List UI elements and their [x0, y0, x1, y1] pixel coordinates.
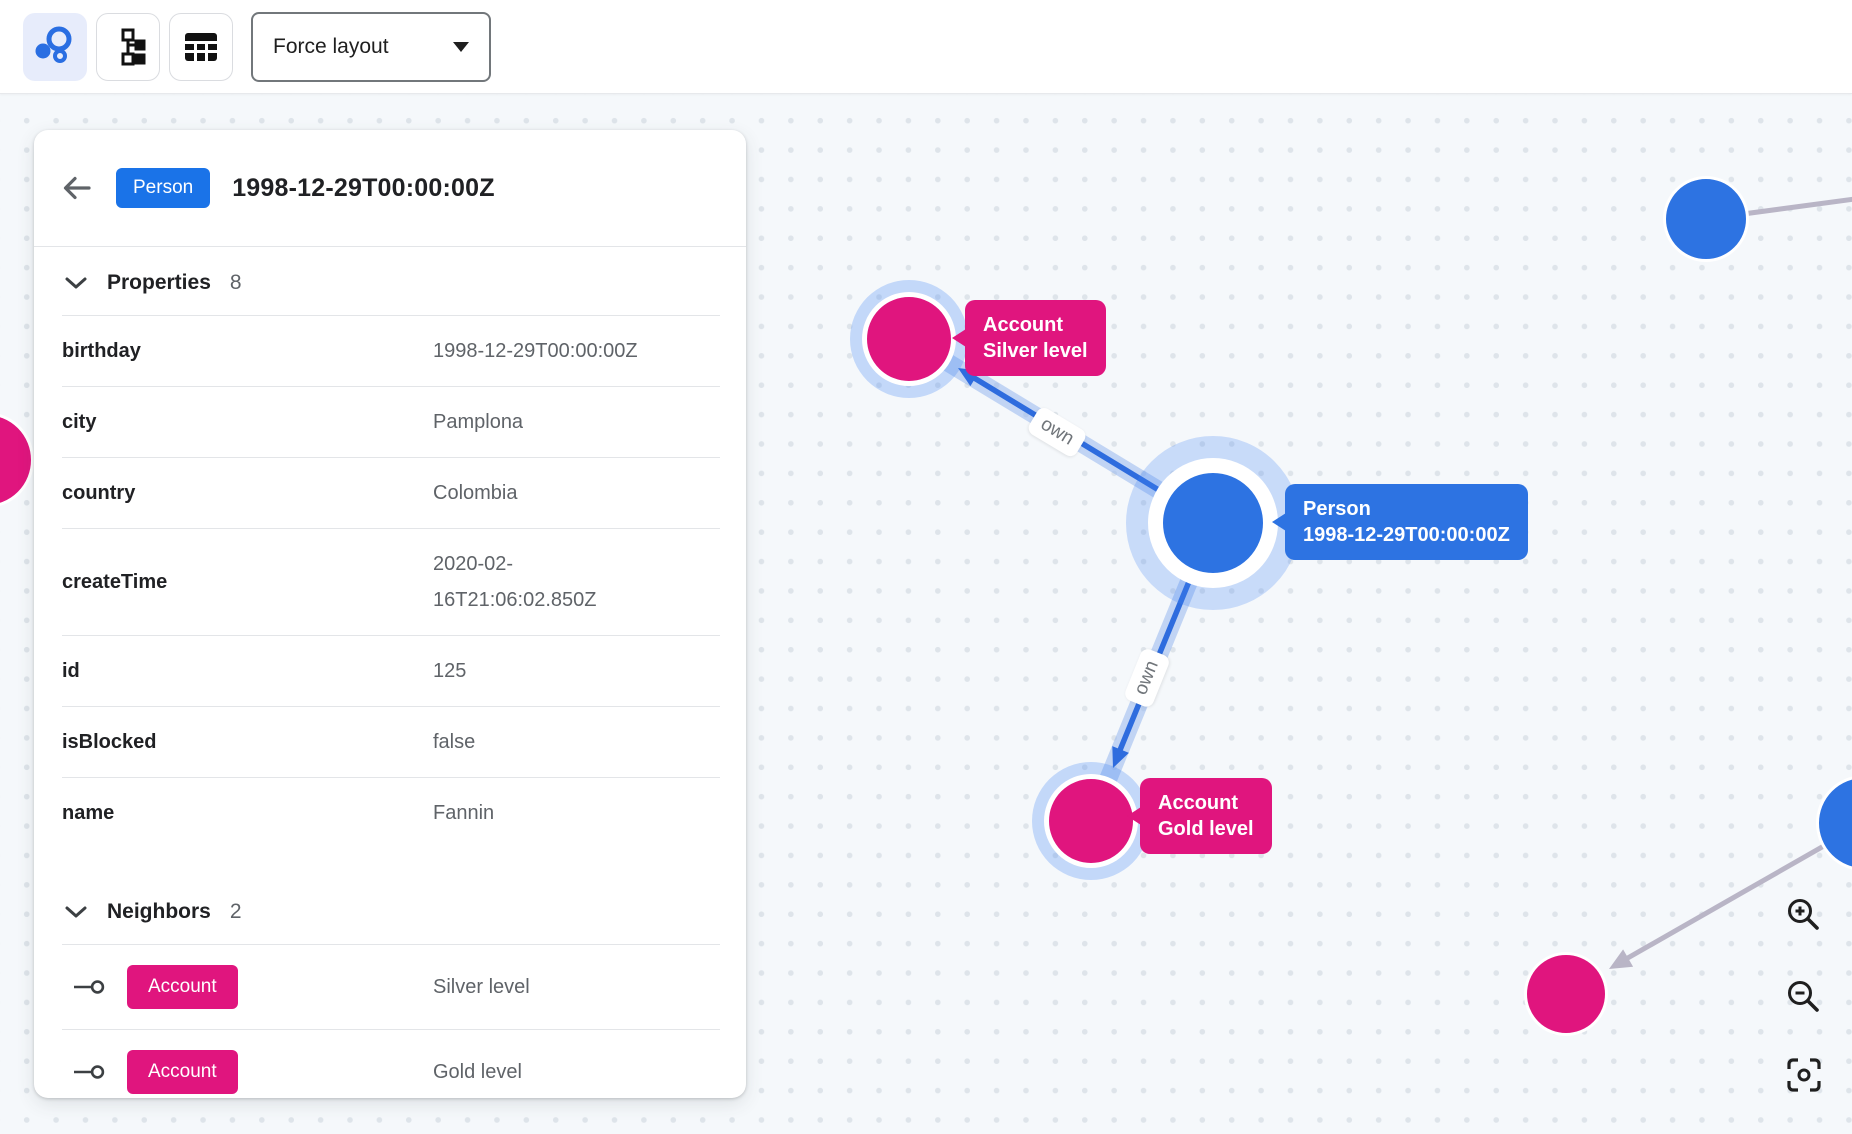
tooltip-line1: Person — [1303, 498, 1371, 520]
layout-selector[interactable]: Force layout — [251, 11, 491, 82]
property-row: city Pamplona — [62, 386, 720, 457]
zoom-in-icon — [1784, 895, 1824, 935]
neighbors-section: Neighbors 2 Account — [34, 890, 746, 1114]
property-key: city — [62, 411, 97, 433]
neighbor-left: Account — [62, 965, 433, 1009]
property-key: isBlocked — [62, 731, 157, 753]
tooltip-line2: Gold level — [1158, 818, 1254, 840]
property-key: country — [62, 482, 136, 504]
chevron-down-icon — [453, 41, 469, 52]
panel-header: Person 1998-12-29T00:00:00Z — [34, 130, 746, 247]
graph-view-icon — [32, 24, 78, 70]
neighbor-value: Silver level — [433, 975, 530, 998]
neighbor-label-badge: Account — [127, 965, 238, 1009]
node-pink-bottomright[interactable] — [1524, 952, 1608, 1036]
chevron-down-icon — [65, 277, 87, 289]
property-key: birthday — [62, 340, 141, 362]
fit-to-screen-button[interactable] — [1782, 1053, 1826, 1097]
fit-to-screen-icon — [1784, 1055, 1824, 1095]
neighbor-label-badge: Account — [127, 1050, 238, 1094]
property-key: id — [62, 660, 80, 682]
tooltip-line2: Silver level — [983, 340, 1088, 362]
node-account-silver[interactable] — [862, 292, 956, 386]
property-value: Pamplona — [433, 411, 524, 433]
table-view-icon — [180, 26, 222, 68]
property-value: 1998-12-29T00:00:00Z — [433, 340, 638, 362]
chevron-down-icon — [65, 906, 87, 918]
tooltip-tail — [1272, 513, 1286, 531]
relationship-edge-icon — [71, 1060, 111, 1084]
tooltip-account-gold: Account Gold level — [1127, 778, 1272, 854]
tooltip-tail — [952, 329, 966, 347]
neighbor-row[interactable]: Account Silver level — [62, 944, 720, 1029]
panel-body: Properties 8 birthday 1998-12-29T00:00:0… — [34, 247, 746, 1114]
node-blue-topright[interactable] — [1663, 176, 1749, 262]
neighbor-left: Account — [62, 1050, 433, 1094]
properties-count: 8 — [229, 271, 242, 294]
property-key: createTime — [62, 571, 168, 593]
node-details-panel: Person 1998-12-29T00:00:00Z Properties 8… — [34, 130, 746, 1098]
neighbors-section-title: Neighbors — [107, 900, 211, 923]
neighbors-count: 2 — [229, 900, 242, 923]
arrow-left-icon — [63, 176, 91, 200]
tooltip-line1: Account — [983, 314, 1063, 336]
property-key: name — [62, 802, 115, 824]
property-row: id 125 — [62, 635, 720, 706]
node-account-gold[interactable] — [1044, 774, 1138, 868]
neighbors-section-toggle[interactable]: Neighbors 2 — [34, 890, 746, 944]
back-button[interactable] — [60, 172, 94, 204]
tooltip-account-silver: Account Silver level — [952, 300, 1106, 376]
property-row: createTime 2020-02-16T21:06:02.850Z — [62, 528, 720, 635]
neighbors-list: Account Silver level Acc — [62, 944, 746, 1114]
property-value: Fannin — [433, 802, 495, 824]
schema-view-icon — [107, 26, 149, 68]
properties-section-title: Properties — [107, 271, 211, 294]
node-label-badge: Person — [116, 168, 211, 208]
neighbor-value: Gold level — [433, 1060, 522, 1083]
tooltip-line1: Account — [1158, 792, 1238, 814]
relationship-edge-icon — [71, 975, 111, 999]
table-view-button[interactable] — [169, 12, 233, 81]
property-value: 2020-02-16T21:06:02.850Z — [433, 553, 597, 611]
property-value: 125 — [433, 660, 467, 682]
graph-view-button[interactable] — [23, 12, 87, 81]
schema-view-button[interactable] — [96, 12, 160, 81]
property-row: birthday 1998-12-29T00:00:00Z — [62, 315, 720, 386]
property-row: name Fannin — [62, 777, 720, 848]
layout-selector-value: Force layout — [273, 34, 389, 58]
zoom-out-icon — [1784, 977, 1824, 1017]
property-row: isBlocked false — [62, 706, 720, 777]
properties-section-toggle[interactable]: Properties 8 — [34, 247, 746, 315]
zoom-in-button[interactable] — [1782, 893, 1826, 937]
properties-list: birthday 1998-12-29T00:00:00Z city Pampl… — [62, 315, 746, 848]
property-row: country Colombia — [62, 457, 720, 528]
tooltip-line2: 1998-12-29T00:00:00Z — [1303, 524, 1510, 546]
zoom-out-button[interactable] — [1782, 975, 1826, 1019]
tooltip-tail — [1127, 807, 1141, 825]
neighbor-row[interactable]: Account Gold level — [62, 1029, 720, 1114]
panel-title: 1998-12-29T00:00:00Z — [232, 173, 495, 202]
toolbar: Force layout — [0, 0, 1852, 94]
node-person-selected[interactable] — [1148, 458, 1278, 588]
tooltip-person: Person 1998-12-29T00:00:00Z — [1272, 484, 1528, 560]
property-value: false — [433, 731, 476, 753]
property-value: Colombia — [433, 482, 518, 504]
